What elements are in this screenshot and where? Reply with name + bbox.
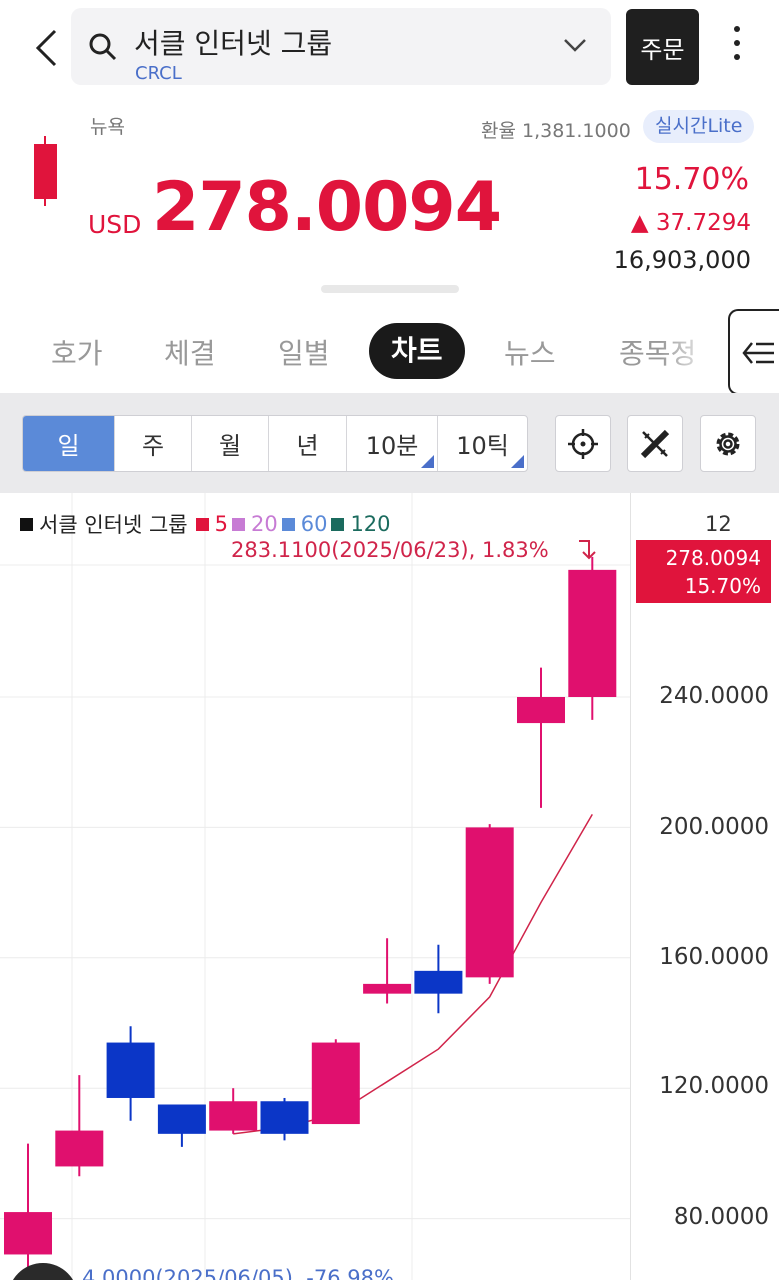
stock-ticker: CRCL [135,63,182,84]
mini-candle-icon [34,136,57,206]
back-button[interactable] [26,26,66,70]
candle [209,1088,258,1134]
volume: 16,903,000 [613,246,751,274]
chart-canvas [0,493,630,1280]
y-tick-240: 240.0000 [659,683,769,709]
order-button[interactable]: 주문 [626,9,699,85]
change-amount: ▲ 37.7294 [630,210,751,236]
period-selector: 일 주 월 년 10분 10틱 [22,415,528,472]
realtime-badge[interactable]: 실시간Lite [643,110,755,143]
candle [106,1026,155,1121]
current-price-tag: 278.0094 15.70% [636,540,771,603]
candle-body [106,1042,155,1098]
search-icon [89,33,117,61]
crosshair-button[interactable] [555,415,611,472]
candle-body [4,1212,52,1255]
candle-body [260,1101,309,1134]
candle [517,667,565,808]
candle [568,556,617,720]
stock-search-box[interactable]: 서클 인터넷 그룹 CRCL [71,8,611,85]
exchange-rate: 환율 1,381.1000 [481,120,631,142]
high-marker-arrow-icon [579,540,596,560]
current-price: 278.0094 [152,168,502,247]
candle [55,1075,104,1177]
chart-toolbar: 일 주 월 년 10분 10틱 [0,393,779,493]
candle-body [157,1104,206,1134]
side-panel-toggle[interactable] [728,309,779,395]
legend-ma5: 5 [214,512,228,536]
candle [260,1097,309,1141]
ruler-pencil-icon [640,429,670,458]
period-10min[interactable]: 10분 [347,416,438,471]
tab-orderbook[interactable]: 호가 [51,337,103,370]
chevron-down-icon[interactable] [563,38,587,52]
more-options-icon[interactable] [722,26,752,66]
candle-body [311,1042,360,1125]
candle-body [414,970,463,994]
period-day[interactable]: 일 [23,416,115,471]
y-tick-160: 160.0000 [659,944,769,970]
scroll-fab[interactable] [8,1263,78,1280]
y-tick-120: 120.0000 [659,1073,769,1099]
crosshair-icon [568,428,598,459]
stock-name: 서클 인터넷 그룹 [134,27,333,60]
period-year[interactable]: 년 [269,416,347,471]
chart-settings-button[interactable] [700,415,756,472]
candle-body [55,1130,104,1167]
gear-icon [716,432,740,455]
chart-legend: 서클 인터넷 그룹 5 20 60 120 [20,509,391,539]
currency-label: USD [88,210,142,239]
low-annotation: 4.0000(2025/06/05), -76.98% [82,1266,394,1280]
candle [363,938,412,1004]
candle-body [363,983,412,994]
candle [465,824,514,984]
axis-top-label: 12 [705,512,732,536]
legend-stock-name: 서클 인터넷 그룹 [39,513,188,537]
drag-handle[interactable] [321,285,459,293]
y-tick-200: 200.0000 [659,814,769,840]
candle [157,1104,206,1147]
tab-trades[interactable]: 체결 [164,337,216,370]
candle [311,1039,360,1125]
change-percent: 15.70% [634,162,749,197]
candlestick-chart[interactable]: 서클 인터넷 그룹 5 20 60 120 283.1100(2025/06/2… [0,493,779,1280]
candle-body [568,569,617,697]
high-annotation: 283.1100(2025/06/23), 1.83% [231,538,549,562]
legend-ma20: 20 [250,512,278,536]
tab-daily[interactable]: 일별 [278,337,330,370]
collapse-menu-icon [742,342,774,364]
tab-chart[interactable]: 차트 [369,323,465,379]
candle-body [465,827,514,978]
period-month[interactable]: 월 [192,416,269,471]
y-tick-80: 80.0000 [673,1204,769,1230]
candle-body [517,697,565,724]
chevron-left-icon [35,29,57,67]
drawing-tools-button[interactable] [627,415,683,472]
tab-news[interactable]: 뉴스 [504,337,556,370]
period-week[interactable]: 주 [115,416,192,471]
legend-ma60: 60 [300,512,328,536]
candle [414,944,463,1014]
market-label: 뉴욕 [90,116,125,138]
ma5-line [233,813,593,1135]
candle [4,1143,52,1280]
period-10tick[interactable]: 10틱 [438,416,527,471]
legend-ma120: 120 [350,512,391,536]
candle-body [209,1101,258,1131]
